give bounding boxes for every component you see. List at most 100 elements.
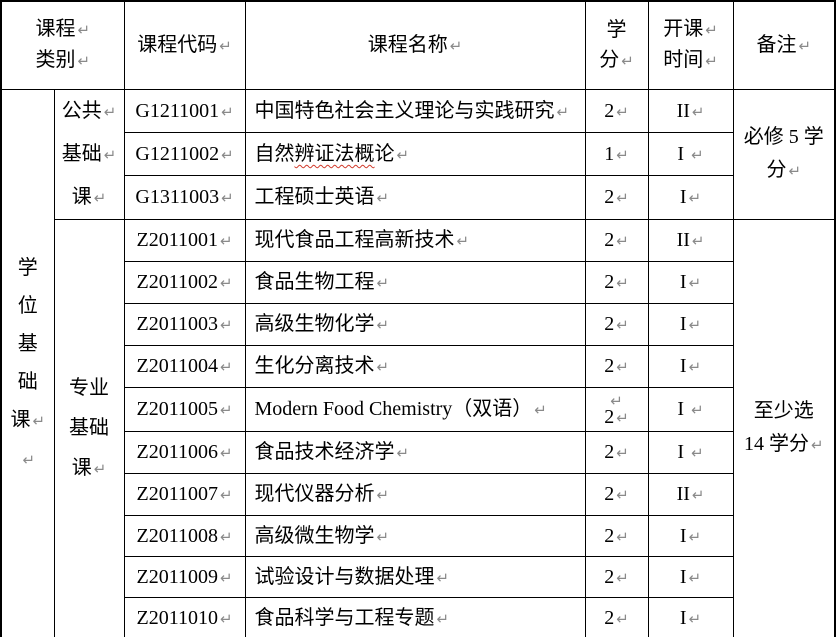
return-mark: ↵ xyxy=(616,102,629,121)
category-degree-basic: 学 位 基 础 课 ↵ ↵ xyxy=(0,88,55,637)
course-name: 生化分离技术 ↵ xyxy=(244,344,586,388)
course-time: I ↵ xyxy=(647,596,734,637)
return-mark: ↵ xyxy=(616,609,629,628)
col-header-code: 课程代码 ↵ xyxy=(123,0,246,90)
return-mark: ↵ xyxy=(219,401,233,419)
return-mark: ↵ xyxy=(219,316,233,334)
return-mark: ↵ xyxy=(77,21,91,40)
return-mark: ↵ xyxy=(810,436,824,454)
course-time: I ↵ xyxy=(647,555,734,598)
return-mark: ↵ xyxy=(376,527,390,546)
return-mark: ↵ xyxy=(688,568,702,587)
table-row: Z2011010 ↵ 食品科学与工程专题 ↵ 2 ↵ I ↵ xyxy=(1,596,835,637)
course-credit: ↵ 2 ↵ xyxy=(584,386,649,432)
return-mark: ↵ xyxy=(396,145,410,164)
course-credit: 2 ↵ xyxy=(584,514,649,557)
category-public-basic: 公共 ↵ 基础 ↵ 课 ↵ xyxy=(53,88,125,220)
return-mark: ↵ xyxy=(376,189,390,208)
return-mark: ↵ xyxy=(688,274,702,292)
course-code: G1311003 ↵ xyxy=(123,175,246,220)
return-mark: ↵ xyxy=(219,527,233,546)
course-name: 高级生物化学 ↵ xyxy=(244,302,586,346)
return-mark: ↵ xyxy=(221,145,234,164)
return-mark: ↵ xyxy=(436,609,450,628)
course-credit: 2 ↵ xyxy=(584,344,649,388)
course-code: Z2011006 ↵ xyxy=(123,430,246,474)
return-mark: ↵ xyxy=(534,401,547,419)
table-row: 学 位 基 础 课 ↵ ↵ 公共 ↵ 基础 ↵ 课 ↵ G1211001 ↵ 中国特色社会… xyxy=(0,88,836,637)
header-category-line1: 课程 xyxy=(35,18,76,41)
return-mark: ↵ xyxy=(798,37,812,56)
course-name: 工程硕士英语 ↵ xyxy=(244,175,586,220)
return-mark: ↵ xyxy=(219,568,233,587)
return-mark: ↵ xyxy=(688,189,702,208)
return-mark: ↵ xyxy=(103,102,117,121)
course-credit: 2 ↵ xyxy=(584,596,649,637)
course-code: Z2011008 ↵ xyxy=(123,514,246,557)
course-code: Z2011003 ↵ xyxy=(123,302,246,346)
return-mark: ↵ xyxy=(688,358,702,376)
return-mark: ↵ xyxy=(616,316,629,334)
table-row: Z2011004 ↵ 生化分离技术 ↵ 2 ↵ I ↵ xyxy=(1,344,835,388)
course-name: Modern Food Chemistry（双语） ↵ xyxy=(244,386,586,432)
table-row: G1211002 ↵ 自然辨证法概论 ↵ 1 ↵ I ↵ xyxy=(1,131,835,177)
return-mark: ↵ xyxy=(436,568,450,587)
course-code: Z2011010 ↵ xyxy=(123,596,246,637)
return-mark: ↵ xyxy=(32,411,46,430)
course-code: Z2011001 ↵ xyxy=(123,218,246,262)
return-mark: ↵ xyxy=(610,391,623,410)
return-mark: ↵ xyxy=(691,232,705,250)
course-time: I ↵ xyxy=(647,386,734,432)
return-mark: ↵ xyxy=(219,609,233,628)
return-mark: ↵ xyxy=(616,408,629,427)
return-mark: ↵ xyxy=(93,460,107,478)
return-mark: ↵ xyxy=(103,145,117,164)
return-mark: ↵ xyxy=(376,274,390,292)
return-mark: ↵ xyxy=(688,609,702,628)
return-mark: ↵ xyxy=(22,450,36,469)
return-mark: ↵ xyxy=(219,274,233,292)
table-row: 专业 基础 课 ↵ Z2011001 ↵ 现代食品工程高新技术 ↵ 2 ↵ II ↵ 至少… xyxy=(1,218,836,637)
col-header-name: 课程名称 ↵ xyxy=(244,0,586,90)
return-mark: ↵ xyxy=(376,486,390,504)
return-mark: ↵ xyxy=(456,232,470,250)
course-code: G1211001 ↵ xyxy=(123,88,246,133)
return-mark: ↵ xyxy=(691,145,704,164)
course-credit: 2 ↵ xyxy=(584,302,649,346)
return-mark: ↵ xyxy=(616,486,629,504)
course-name: 食品生物工程 ↵ xyxy=(244,260,586,304)
table-row: Z2011006 ↵ 食品技术经济学 ↵ 2 ↵ I ↵ xyxy=(1,430,835,474)
return-mark: ↵ xyxy=(688,527,702,546)
course-name: 现代仪器分析 ↵ xyxy=(244,472,586,516)
return-mark: ↵ xyxy=(616,232,629,250)
return-mark: ↵ xyxy=(705,21,718,40)
return-mark: ↵ xyxy=(688,316,702,334)
return-mark: ↵ xyxy=(616,358,629,376)
course-time: I ↵ xyxy=(647,344,734,388)
course-code: G1211002 ↵ xyxy=(123,131,246,177)
table-row: Z2011005 ↵ Modern Food Chemistry（双语） ↵ ↵ 2… xyxy=(1,386,835,432)
table-row: Z2011009 ↵ 试验设计与数据处理 ↵ 2 ↵ I ↵ xyxy=(1,555,835,598)
return-mark: ↵ xyxy=(691,401,704,419)
return-mark: ↵ xyxy=(93,188,107,207)
return-mark: ↵ xyxy=(449,37,463,56)
return-mark: ↵ xyxy=(221,102,234,121)
course-name: 食品科学与工程专题 ↵ xyxy=(244,596,586,637)
course-time: II ↵ xyxy=(647,472,734,516)
course-credit: 2 ↵ xyxy=(584,175,649,220)
course-time: I ↵ xyxy=(647,302,734,346)
return-mark: ↵ xyxy=(376,358,390,376)
return-mark: ↵ xyxy=(219,358,233,376)
course-credit: 2 ↵ xyxy=(584,260,649,304)
course-credit: 2 ↵ xyxy=(584,472,649,516)
course-time: I ↵ xyxy=(647,175,734,220)
table-row: G1311003 ↵ 工程硕士英语 ↵ 2 ↵ I ↵ xyxy=(1,175,835,220)
remark-professional: 至少选 14 学分 ↵ xyxy=(732,218,836,637)
course-time: I ↵ xyxy=(647,430,734,474)
course-code: Z2011005 ↵ xyxy=(123,386,246,432)
return-mark: ↵ xyxy=(77,52,91,71)
return-mark: ↵ xyxy=(616,189,629,208)
course-time: II ↵ xyxy=(647,88,734,133)
return-mark: ↵ xyxy=(616,527,629,546)
